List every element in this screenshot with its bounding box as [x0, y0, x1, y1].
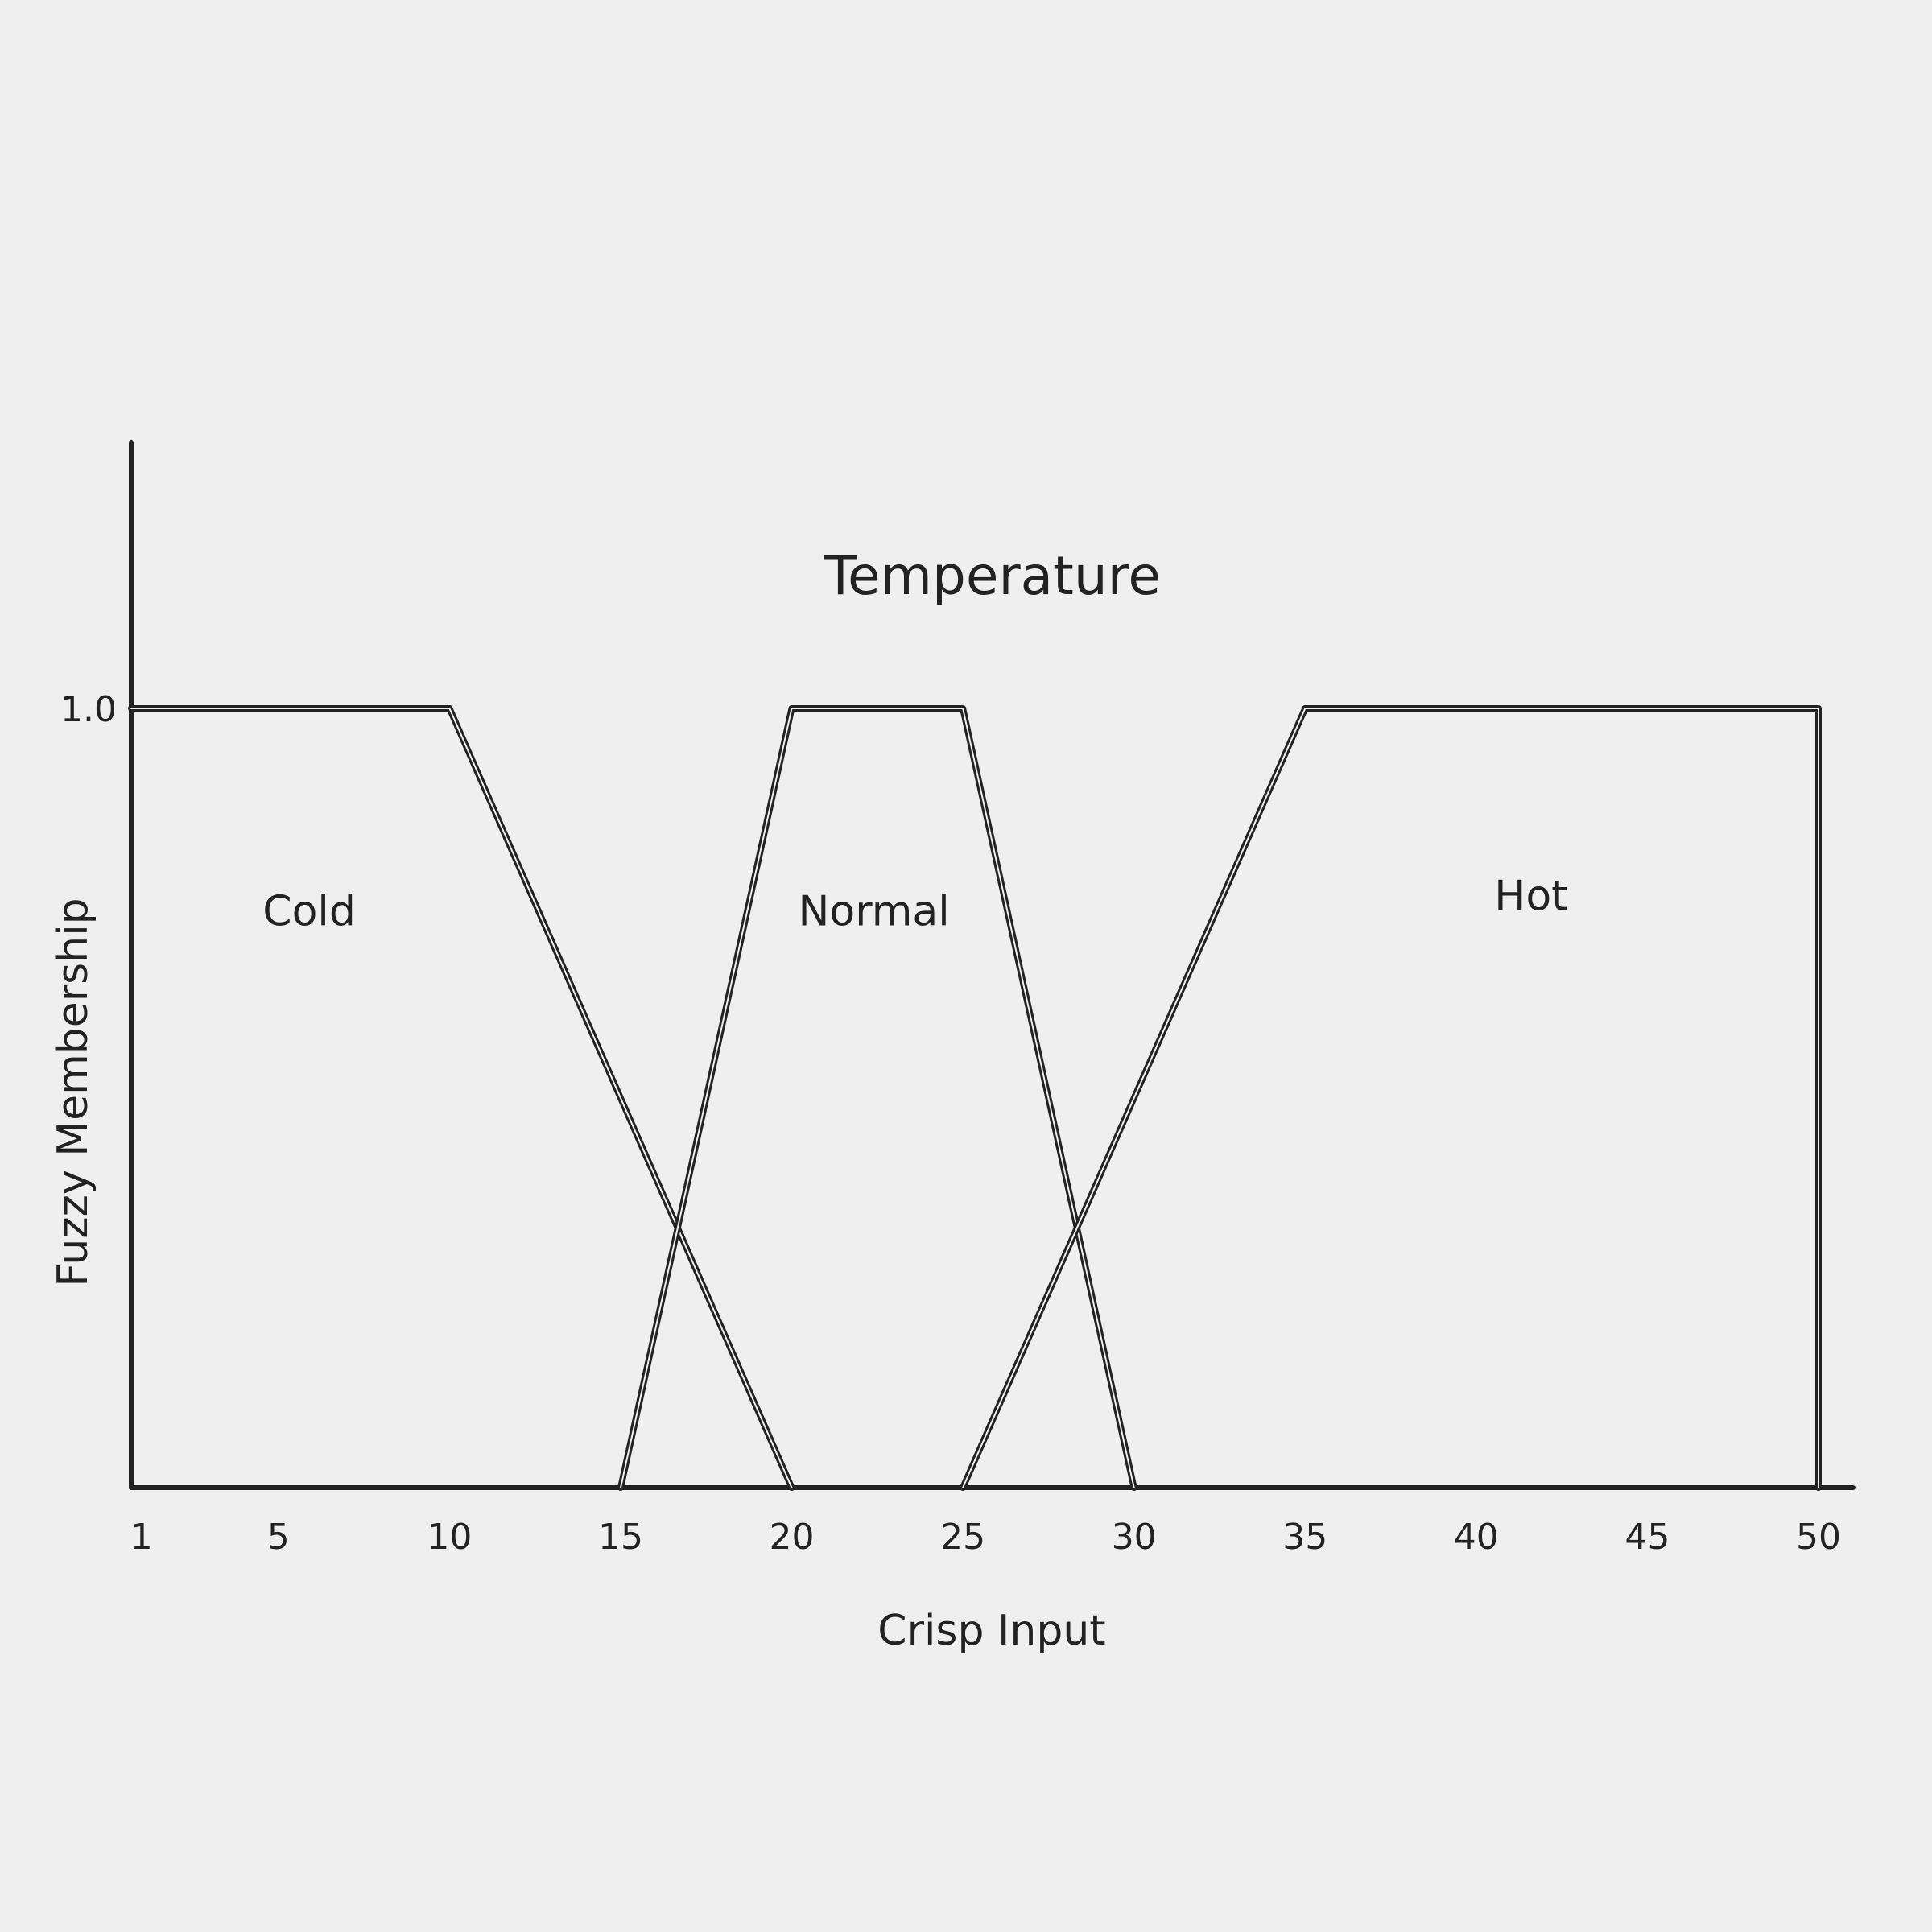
y-axis-title: Fuzzy Membership: [49, 898, 97, 1286]
x-tick-label-20: 20: [770, 1517, 815, 1558]
series-line-highlight-hot: [962, 708, 1819, 1488]
x-tick-label-35: 35: [1282, 1517, 1327, 1558]
series-layer: [128, 705, 1822, 1491]
set-label-cold: Cold: [262, 888, 356, 936]
ticks-layer: 1 5 10 15 20 25 30 35 40 45 501.0: [60, 689, 1841, 1558]
x-tick-label-45: 45: [1624, 1517, 1670, 1558]
series-line-cold: [128, 705, 795, 1491]
x-tick-label-50: 50: [1796, 1517, 1841, 1558]
x-tick-label-15: 15: [598, 1517, 643, 1558]
x-axis-title: Crisp Input: [877, 1607, 1105, 1655]
set-label-hot: Hot: [1494, 872, 1567, 920]
x-tick-label-25: 25: [940, 1517, 985, 1558]
series-line-highlight-cold: [130, 708, 793, 1488]
set-label-normal: Normal: [799, 888, 950, 936]
set-labels-layer: Cold Normal Hot: [262, 872, 1567, 935]
series-line-normal: [617, 705, 1137, 1491]
series-line-highlight-normal: [620, 708, 1135, 1488]
x-tick-label-5: 5: [267, 1517, 290, 1558]
y-tick-label-1-0: 1.0: [60, 689, 117, 730]
x-tick-label-1: 1: [130, 1517, 153, 1558]
x-tick-label-30: 30: [1112, 1517, 1157, 1558]
series-line-hot: [960, 705, 1822, 1491]
x-tick-label-40: 40: [1454, 1517, 1499, 1558]
x-tick-label-10: 10: [427, 1517, 472, 1558]
chart-title: Temperature: [824, 545, 1161, 607]
